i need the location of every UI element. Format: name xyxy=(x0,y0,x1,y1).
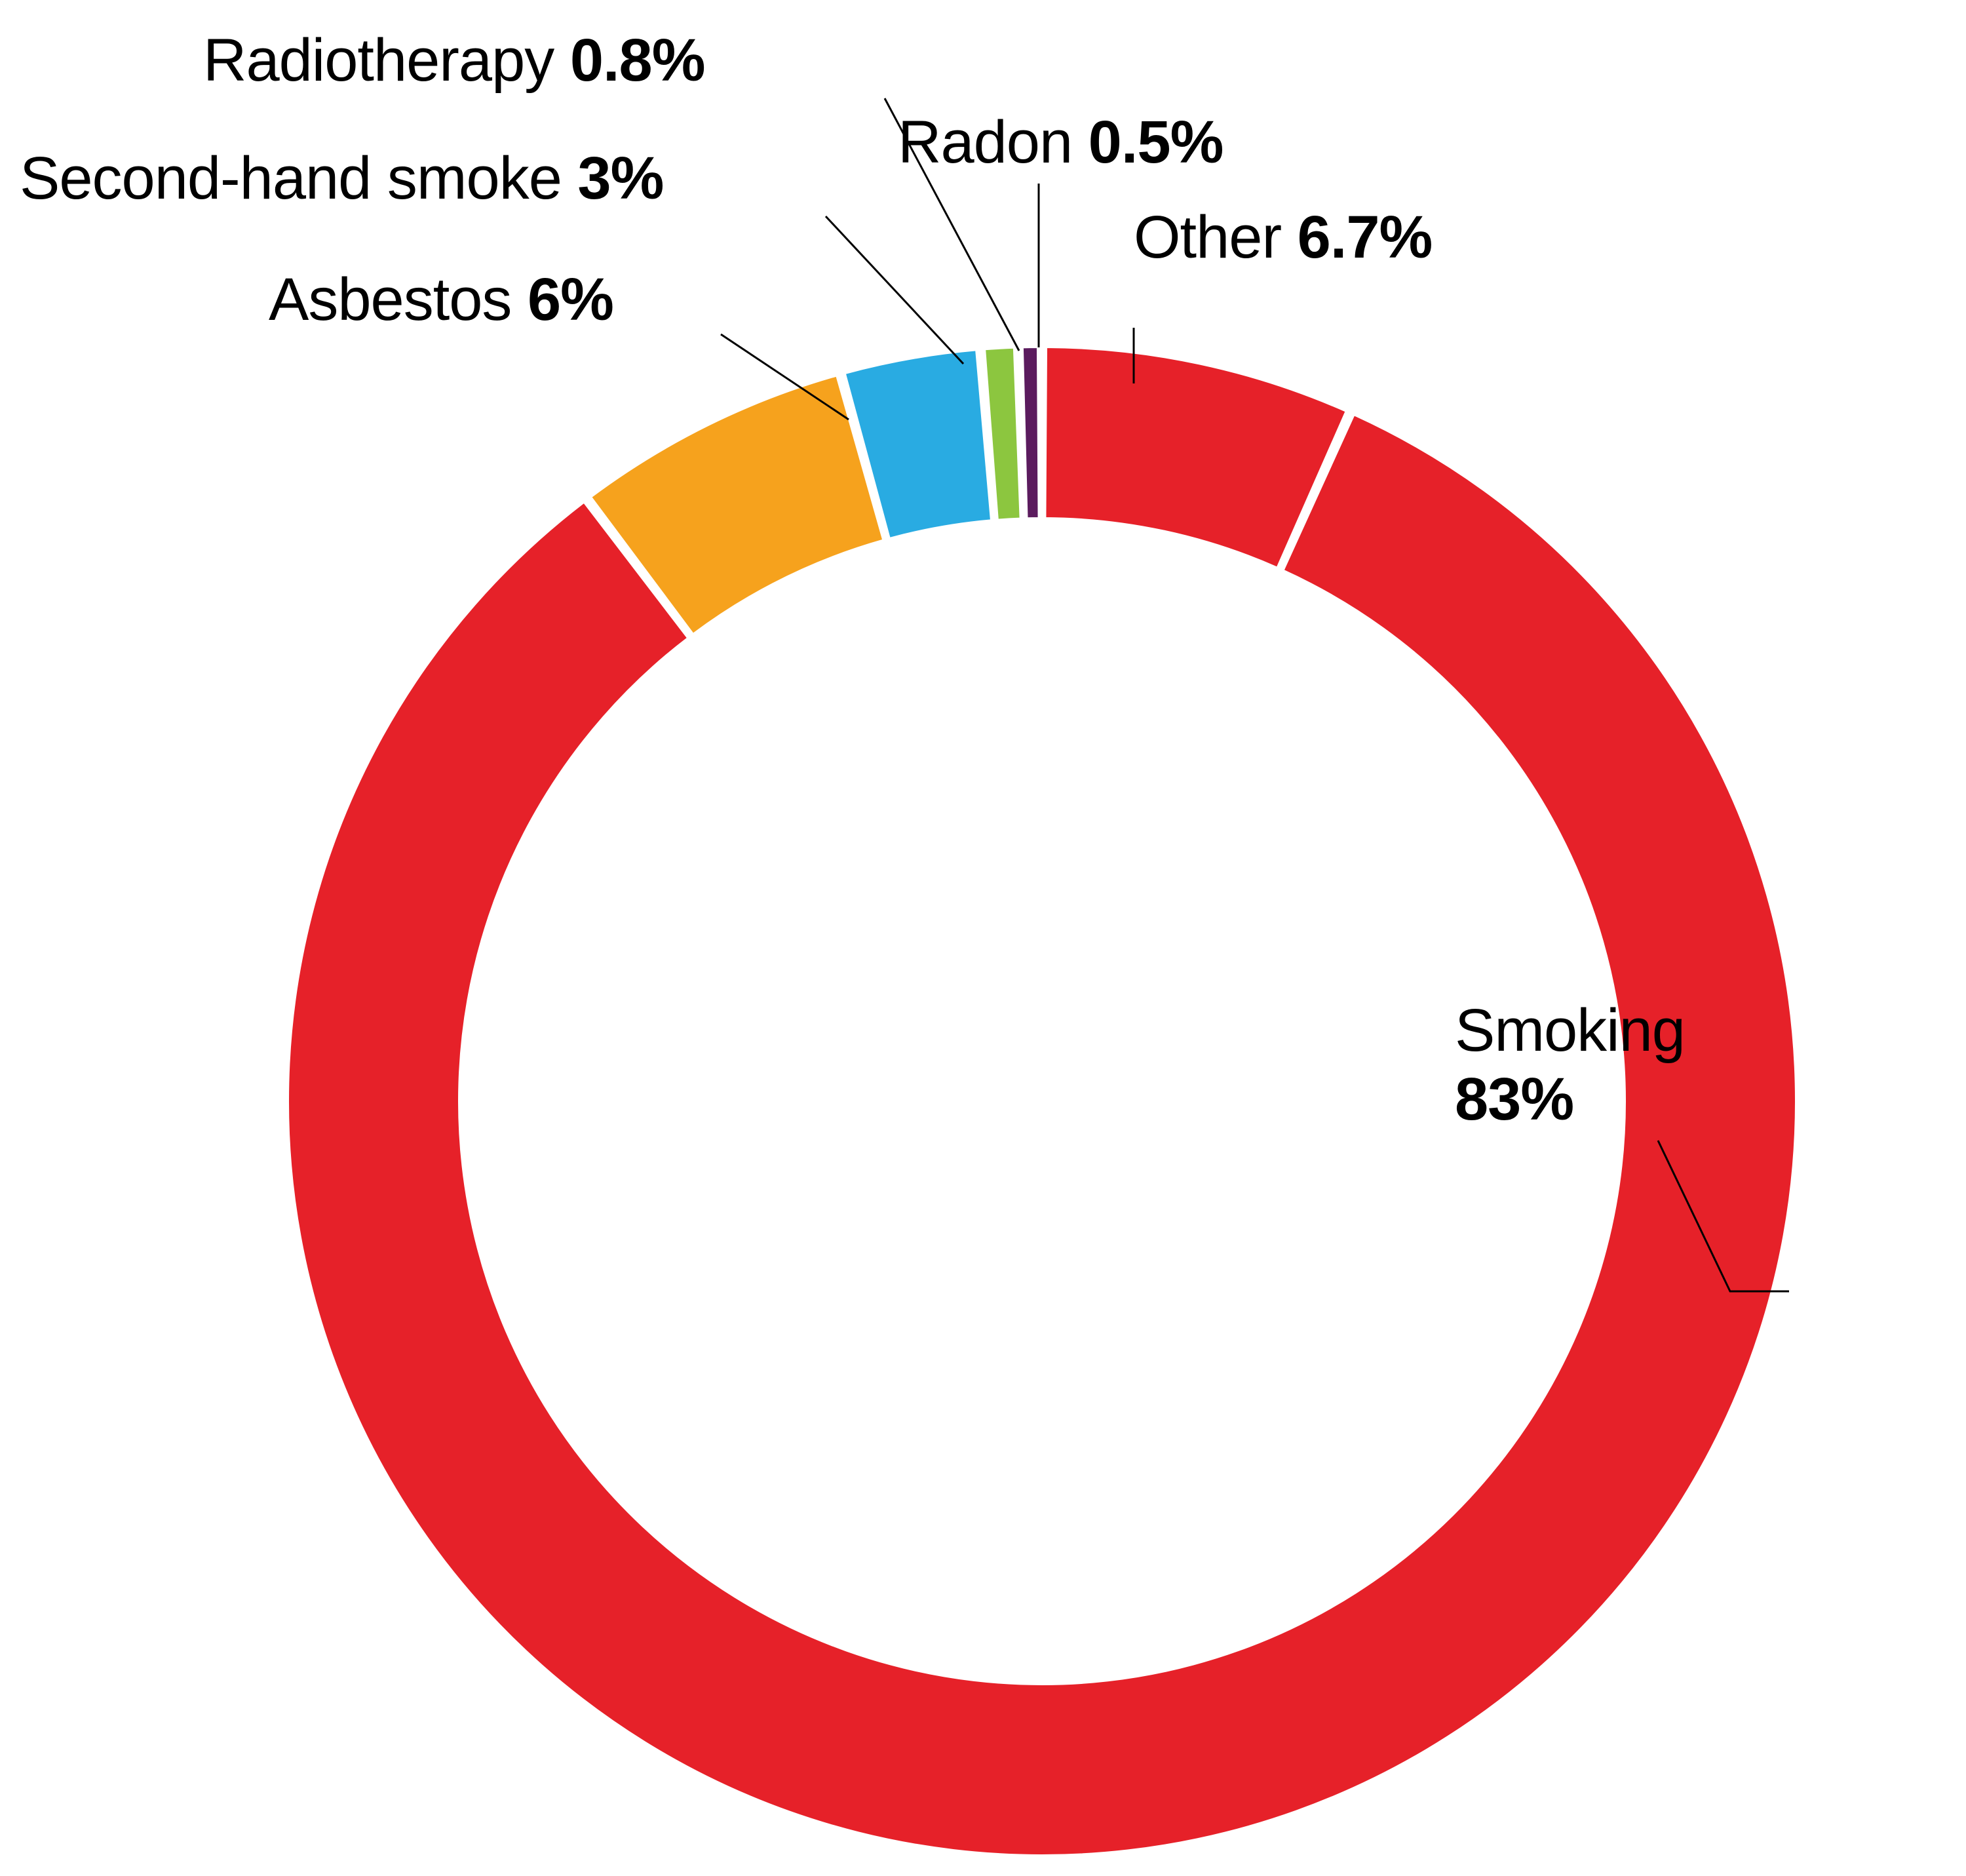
label-name-radon: Radon xyxy=(898,109,1072,176)
label-name-smoking: Smoking xyxy=(1455,997,1685,1064)
label-name-radiotherapy: Radiotherapy xyxy=(203,27,554,94)
label-asbestos: Asbestos 6% xyxy=(269,265,613,334)
slice-smoking xyxy=(288,415,1796,1855)
label-value-radiotherapy: 0.8% xyxy=(570,27,705,94)
label-name-asbestos: Asbestos xyxy=(269,266,511,333)
slice-radiotherapy xyxy=(985,348,1020,520)
label-smoking: Smoking83% xyxy=(1455,996,1685,1134)
slice-radon xyxy=(1023,347,1039,518)
label-name-other: Other xyxy=(1134,204,1281,271)
label-radiotherapy: Radiotherapy 0.8% xyxy=(203,26,705,95)
leader-secondhand xyxy=(826,216,963,364)
label-value-radon: 0.5% xyxy=(1089,109,1224,176)
label-value-secondhand: 3% xyxy=(577,145,663,212)
label-secondhand: Second-hand smoke 3% xyxy=(20,144,663,213)
label-name-secondhand: Second-hand smoke xyxy=(20,145,562,212)
label-value-other: 6.7% xyxy=(1298,204,1433,271)
label-value-asbestos: 6% xyxy=(528,266,613,333)
label-value-smoking: 83% xyxy=(1455,1066,1573,1133)
label-radon: Radon 0.5% xyxy=(898,108,1223,177)
label-other: Other 6.7% xyxy=(1134,203,1432,272)
donut-chart: Other 6.7% Smoking83% Asbestos 6% Second-ha… xyxy=(0,0,1966,1876)
